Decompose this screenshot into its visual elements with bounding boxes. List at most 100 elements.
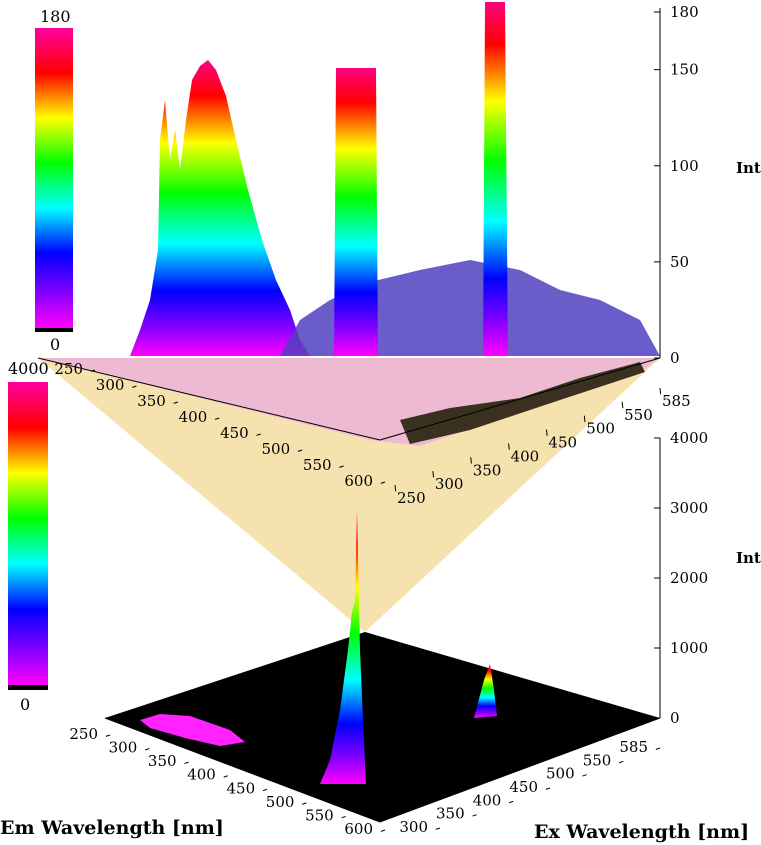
lower-ex-tick-mark: [618, 760, 624, 764]
lower-blob-1: [140, 714, 245, 746]
lower-ex-tick-mark: [472, 814, 477, 817]
lower-ex-tick-label: 500: [546, 765, 575, 783]
upper-em-tick-label: 350: [137, 392, 166, 410]
lower-ex-tick-mark: [655, 747, 661, 750]
upper-ex-tick-label: 585: [662, 392, 691, 410]
lower-em-tick-label: 550: [305, 806, 334, 824]
upper-em-tick-label: 500: [262, 440, 291, 458]
lower-em-tick-label: 450: [227, 779, 256, 797]
upper-em-tick-mark: [380, 481, 386, 484]
lower-z-tick-label: 4000: [670, 429, 708, 447]
lower-em-tick-mark: [223, 775, 229, 778]
lower-em-tick-mark: [184, 761, 189, 765]
upper-floor: [38, 358, 660, 446]
upper-colorbar-base: [35, 328, 73, 332]
upper-band-1: [334, 68, 378, 356]
upper-colorbar-min: 0: [50, 335, 60, 354]
upper-ex-tick-mark: [545, 429, 548, 436]
lower-ex-tick-label: 585: [619, 738, 648, 756]
lower-floor: [105, 632, 660, 822]
lower-ex-tick-mark: [582, 774, 587, 777]
upper-ex-tick-label: 550: [624, 406, 653, 424]
projection-cone: [38, 358, 660, 632]
upper-floor-dark: [400, 362, 645, 444]
upper-em-axis: [37, 357, 381, 441]
lower-ex-axis: [379, 717, 661, 823]
ex-axis-title: Ex Wavelength [nm]: [534, 821, 749, 843]
upper-ex-tick-mark: [621, 401, 624, 409]
lower-ex-tick-label: 400: [473, 791, 502, 809]
upper-ex-tick-mark: [470, 457, 472, 464]
upper-ex-tick-mark: [394, 484, 397, 492]
lower-em-ticks: 250 300 350 400 450 500 550 600: [69, 725, 386, 838]
upper-z-tick-label: 100: [670, 157, 699, 175]
upper-ex-ticks: 250 300 350 400 450 500 550 585: [394, 387, 691, 507]
lower-em-tick-mark: [144, 748, 150, 751]
lower-em-tick-mark: [302, 802, 307, 805]
lower-em-tick-mark: [341, 815, 346, 819]
upper-z-ticks: 0 50 100 150 180: [654, 3, 699, 367]
upper-em-tick-label: 550: [303, 456, 332, 474]
upper-ex-tick-label: 500: [586, 420, 615, 438]
lower-em-tick-mark: [262, 788, 268, 792]
upper-em-tick-label: 600: [344, 472, 373, 490]
lower-z-tick-label: 0: [670, 709, 680, 727]
lower-em-tick-mark: [380, 829, 386, 832]
upper-em-tick-mark: [173, 401, 179, 404]
lower-z-tick-label: 2000: [670, 569, 708, 587]
lower-em-tick-label: 600: [344, 820, 373, 838]
lower-em-axis: [104, 717, 381, 823]
upper-z-tick-label: 150: [670, 61, 699, 79]
upper-em-tick-label: 450: [220, 424, 249, 442]
upper-z-tick-label: 50: [670, 253, 689, 271]
upper-ex-tick-mark: [583, 415, 586, 423]
lower-em-tick-mark: [105, 734, 111, 737]
lower-ex-tick-label: 450: [509, 778, 538, 796]
lower-z-tick-label: 1000: [670, 639, 708, 657]
lower-ex-tick-label: 350: [436, 805, 465, 823]
lower-colorbar: [8, 382, 48, 685]
upper-em-tick-label: 300: [96, 376, 125, 394]
lower-ex-ticks: 300 350 400 450 500 550 585: [399, 738, 661, 836]
lower-ex-tick-mark: [435, 827, 441, 830]
upper-ex-tick-label: 250: [397, 489, 426, 507]
lower-blob-2: [474, 664, 497, 718]
lower-peak-main: [320, 510, 366, 784]
upper-ex-tick-label: 350: [473, 461, 502, 479]
upper-ex-axis: [379, 357, 661, 441]
lower-z-label: Int: [736, 549, 761, 567]
upper-band-2: [483, 2, 508, 356]
upper-ex-tick-mark: [508, 443, 510, 450]
upper-em-tick-mark: [132, 385, 137, 388]
upper-ex-tick-mark: [659, 387, 662, 395]
upper-em-ticks: 250 300 350 400 450 500 550 600: [54, 360, 386, 490]
lower-colorbar-max: 4000: [8, 359, 49, 378]
lower-z-tick-label: 3000: [670, 499, 708, 517]
upper-em-tick-mark: [214, 417, 220, 420]
lower-em-tick-label: 400: [187, 766, 216, 784]
upper-em-tick-label: 400: [179, 408, 208, 426]
upper-ex-tick-label: 300: [435, 475, 464, 493]
upper-z-tick-label: 180: [670, 3, 699, 21]
upper-surface-left: [130, 60, 310, 356]
lower-z-ticks: 0 1000 2000 3000 4000: [654, 429, 708, 727]
upper-ex-tick-label: 450: [548, 434, 577, 452]
upper-em-tick-mark: [256, 433, 261, 436]
upper-em-tick-mark: [339, 465, 344, 468]
em-axis-title: Em Wavelength [nm]: [0, 817, 224, 839]
lower-em-tick-label: 300: [109, 739, 138, 757]
lower-colorbar-min: 0: [20, 695, 30, 714]
upper-ex-tick-label: 400: [511, 447, 540, 465]
lower-em-tick-label: 250: [69, 725, 98, 743]
lower-ex-tick-label: 300: [399, 818, 428, 836]
upper-z-label: Int: [736, 159, 761, 177]
upper-em-tick-mark: [90, 369, 96, 372]
upper-colorbar-max: 180: [40, 7, 71, 26]
lower-ex-tick-mark: [508, 800, 514, 804]
lower-ex-tick-label: 550: [583, 751, 612, 769]
lower-em-tick-label: 350: [148, 752, 177, 770]
upper-em-tick-label: 250: [54, 360, 83, 378]
upper-colorbar: [35, 28, 73, 328]
upper-em-tick-mark: [297, 449, 303, 452]
